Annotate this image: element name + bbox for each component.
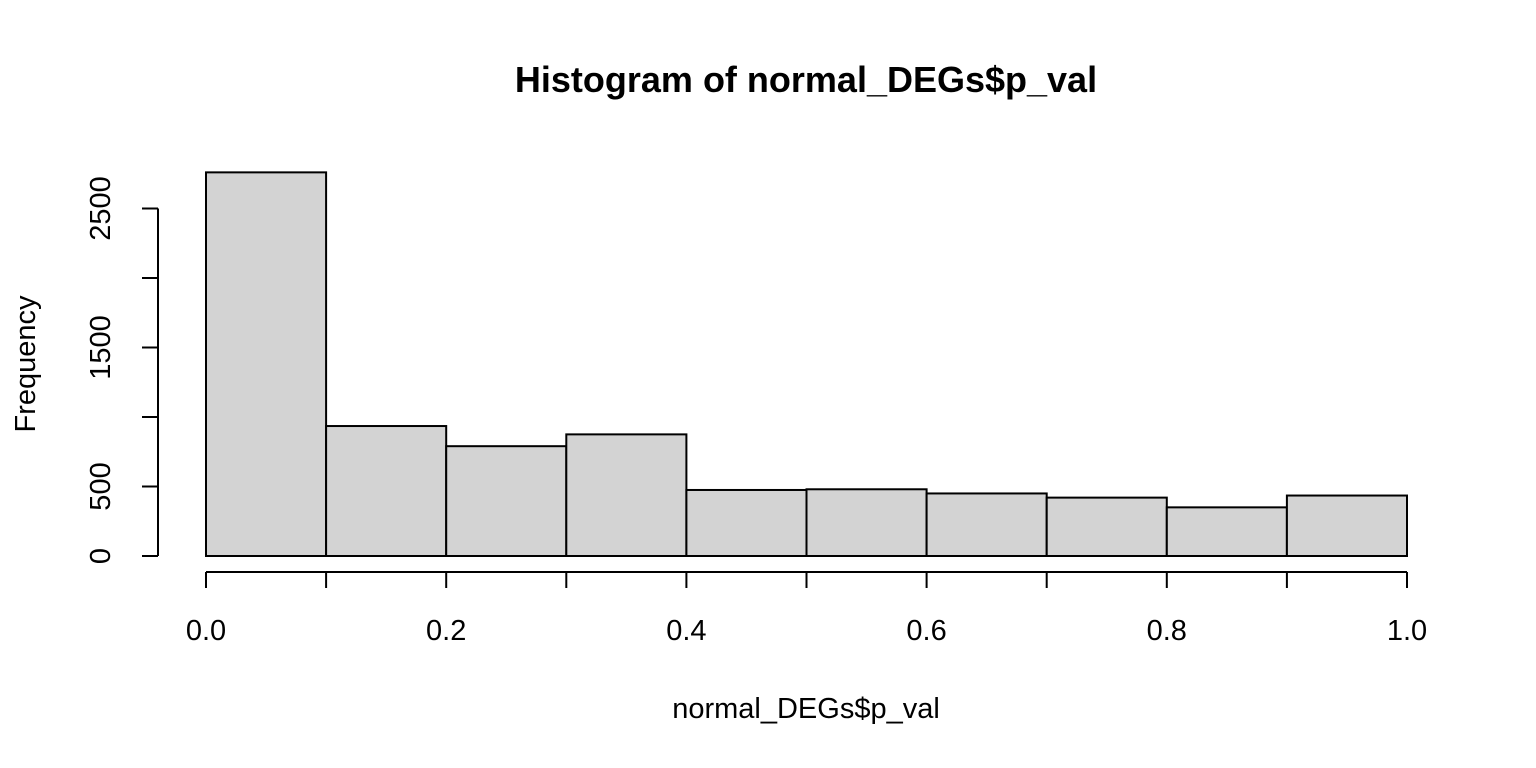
x-tick-label: 0.4	[666, 615, 706, 647]
y-tick-label: 2500	[85, 176, 117, 241]
x-axis-label: normal_DEGs$p_val	[672, 693, 940, 725]
x-tick-label: 0.6	[906, 615, 946, 647]
histogram-bar	[685, 488, 808, 558]
chart-title: Histogram of normal_DEGs$p_val	[515, 59, 1097, 100]
histogram-bar	[1045, 496, 1168, 557]
y-tick-label: 1500	[85, 315, 117, 380]
histogram-bar	[805, 488, 928, 557]
x-axis: 0.0 0.2 0.4 0.6 0.8 1.0	[186, 571, 1427, 647]
y-tick-label: 500	[85, 462, 117, 510]
x-tick-label: 0.2	[426, 615, 466, 647]
x-tick-label: 0.0	[186, 615, 226, 647]
histogram-bar	[1165, 506, 1288, 558]
y-axis: 0 500 1500 2500	[85, 176, 159, 564]
histogram-bar	[565, 433, 688, 557]
histogram-bar	[205, 171, 328, 558]
y-axis-label: Frequency	[10, 295, 42, 433]
histogram-bar	[925, 492, 1048, 558]
bars-group	[205, 171, 1409, 558]
y-tick-label: 0	[85, 548, 117, 564]
x-tick-label: 0.8	[1147, 615, 1187, 647]
histogram-bar	[1285, 494, 1409, 558]
histogram-bar	[445, 445, 568, 557]
histogram-bar	[325, 425, 448, 557]
x-tick-label: 1.0	[1387, 615, 1427, 647]
